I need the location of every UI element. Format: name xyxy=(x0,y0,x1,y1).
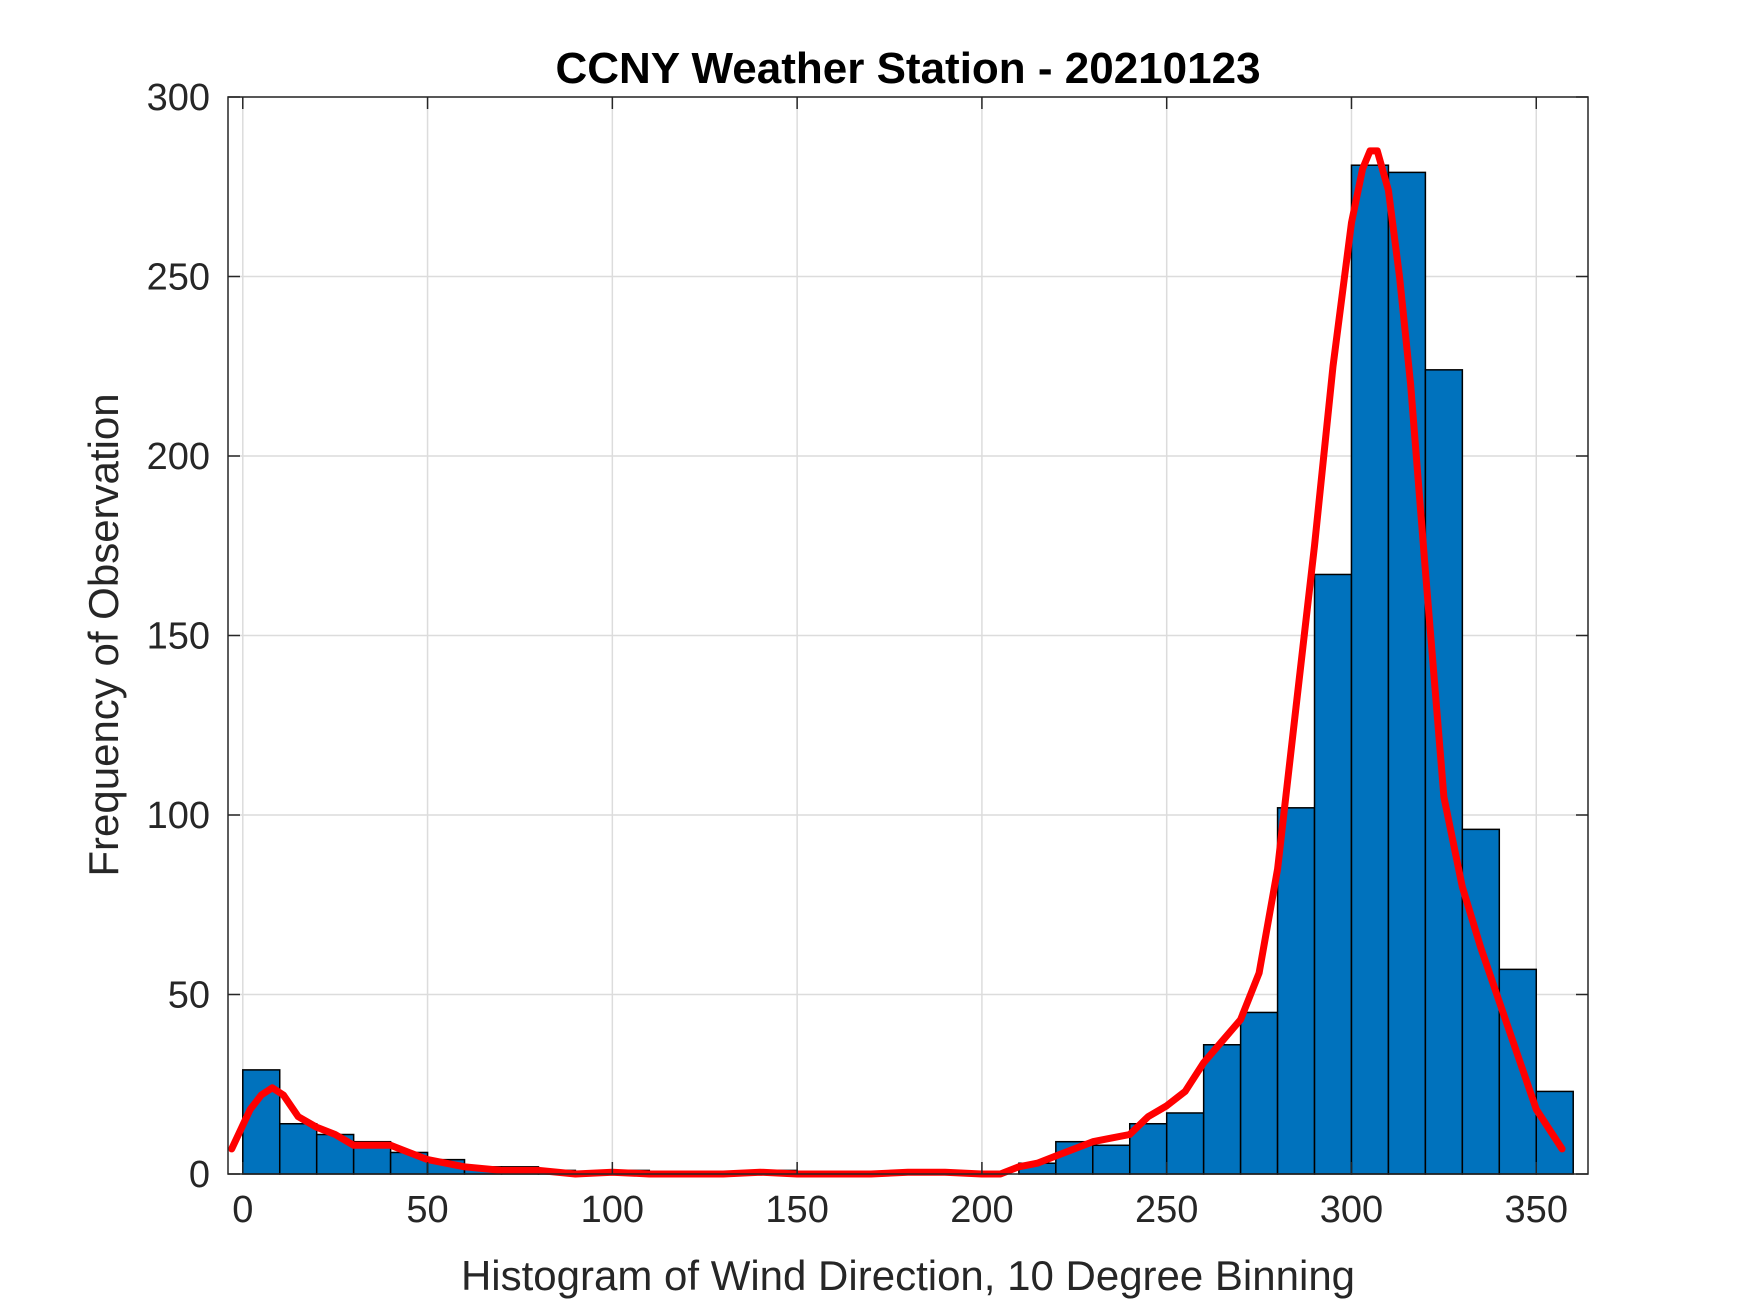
x-tick-label: 50 xyxy=(406,1189,448,1231)
fit-curve-layer xyxy=(228,147,1566,1178)
x-tick-label: 300 xyxy=(1320,1189,1383,1231)
histogram-bars xyxy=(242,164,1574,1175)
y-tick-label: 300 xyxy=(147,77,210,119)
histogram-bar xyxy=(278,1122,318,1175)
y-tick-label: 200 xyxy=(147,436,210,478)
chart-title: CCNY Weather Station - 20210123 xyxy=(555,44,1260,93)
histogram-bar xyxy=(1276,807,1316,1175)
x-tick-label: 250 xyxy=(1135,1189,1198,1231)
fit-curve-line xyxy=(228,147,1566,1178)
histogram-bar xyxy=(1239,1011,1279,1175)
tick-labels: 0 50 100 150 200 250 300 350 0 50 100 150 200 250 300 xyxy=(147,77,1568,1231)
y-tick-label: 50 xyxy=(168,975,210,1017)
histogram-bar xyxy=(1461,828,1501,1175)
x-tick-label: 350 xyxy=(1505,1189,1568,1231)
histogram-bar xyxy=(1165,1112,1205,1175)
y-axis-label: Frequency of Observation xyxy=(80,393,127,876)
y-tick-label: 250 xyxy=(147,257,210,299)
x-axis-label: Histogram of Wind Direction, 10 Degree B… xyxy=(461,1252,1355,1299)
histogram-bar xyxy=(1092,1144,1131,1175)
y-tick-label: 150 xyxy=(147,616,210,658)
y-tick-label: 0 xyxy=(189,1154,210,1196)
y-tick-label: 100 xyxy=(147,795,210,837)
histogram-bar xyxy=(1313,573,1353,1175)
x-tick-label: 100 xyxy=(581,1189,644,1231)
axes-box xyxy=(227,96,1589,1175)
histogram-bar xyxy=(1350,164,1390,1175)
histogram-bar xyxy=(1202,1044,1242,1175)
x-tick-label: 200 xyxy=(950,1189,1013,1231)
x-tick-label: 0 xyxy=(232,1189,253,1231)
histogram-bar xyxy=(1498,968,1538,1175)
x-tick-label: 150 xyxy=(765,1189,828,1231)
